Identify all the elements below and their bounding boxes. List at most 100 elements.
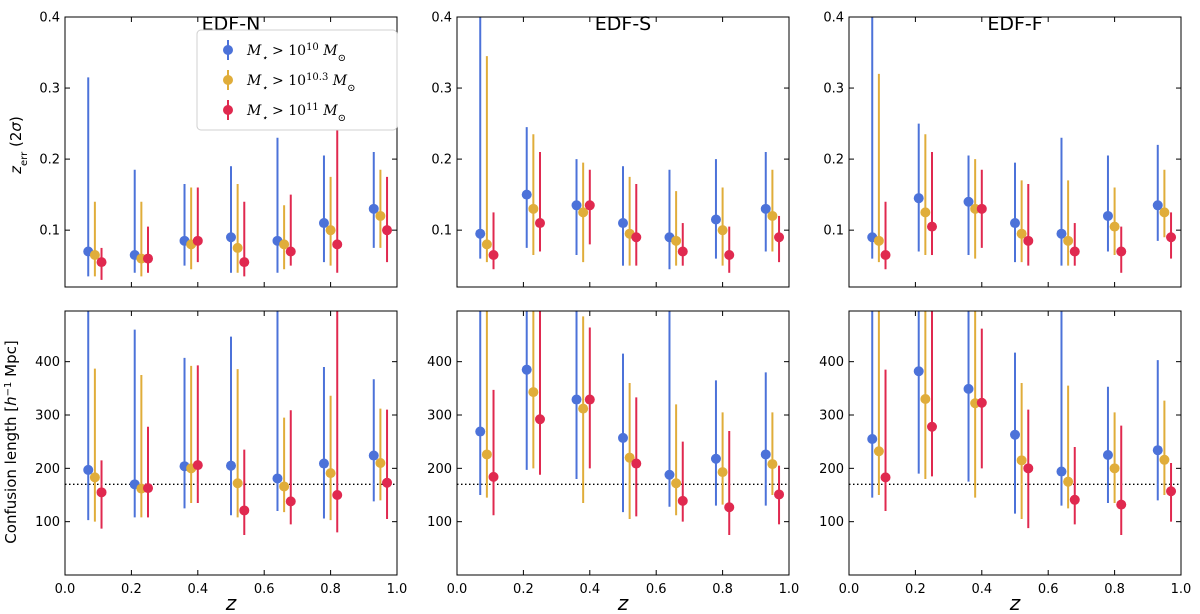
data-point-series-2 (325, 468, 336, 479)
data-point-series-2 (528, 203, 539, 214)
data-point-series-3 (535, 218, 545, 229)
x-tick-label: 0.4 (971, 582, 992, 597)
data-point-series-3 (1116, 499, 1127, 510)
legend-label: M⋆ > 1011 M⊙ (246, 102, 346, 124)
data-point-series-1 (83, 464, 94, 475)
legend-label: M⋆ > 1010 M⊙ (246, 42, 346, 64)
data-point-series-2 (1159, 454, 1170, 465)
data-point-series-2 (671, 478, 682, 489)
y-tick-label: 100 (819, 515, 844, 530)
data-point-series-3 (724, 502, 735, 513)
plot-area-edf-s-bottom (475, 311, 785, 535)
data-point-series-1 (475, 228, 486, 239)
data-point-series-2 (279, 481, 290, 492)
text-span: ⊙ (338, 113, 346, 124)
data-point-series-2 (717, 467, 728, 478)
data-point-series-3 (1166, 486, 1177, 497)
text-span: 10.3 (306, 72, 328, 83)
data-point-series-3 (631, 232, 642, 243)
data-point-series-2 (232, 478, 243, 489)
y-tick-label: 0.1 (431, 224, 452, 239)
data-point-series-3 (724, 250, 735, 261)
data-point-series-1 (867, 434, 878, 444)
data-point-series-2 (1159, 207, 1170, 218)
x-tick-label: 0.2 (121, 582, 142, 597)
y-tick-label: 300 (427, 409, 452, 424)
data-point-series-2 (767, 459, 778, 470)
legend: M⋆ > 1010 M⊙M⋆ > 1010.3 M⊙M⋆ > 1011 M⊙ (196, 29, 398, 131)
data-point-series-1 (963, 383, 974, 394)
text-span: (2 (7, 132, 25, 152)
data-point-series-2 (1016, 455, 1027, 466)
data-point-series-2 (578, 403, 589, 414)
y-tick-label: 0.2 (431, 153, 452, 168)
y-tick-label: 0.4 (39, 11, 60, 26)
bottom-ylabel: Confusion length [h−1 Mpc] (2, 340, 20, 543)
panel-frame (848, 310, 1182, 576)
data-point-series-2 (89, 250, 100, 261)
data-point-series-3 (1166, 232, 1177, 243)
y-tick-label: 0.3 (39, 82, 60, 97)
data-point-series-1 (913, 193, 924, 204)
panel-edf-f-bottom: 0.0 0.2 0.4 0.6 0.8 1.0 100 200 300 400 (819, 310, 1191, 597)
text-span: > 10 (268, 73, 306, 89)
data-point-series-1 (760, 449, 771, 460)
y-tick-label: 0.2 (823, 153, 844, 168)
data-point-series-1 (618, 432, 628, 443)
panel-frame (456, 16, 790, 288)
data-point-series-1 (760, 203, 771, 214)
data-point-series-2 (920, 207, 931, 218)
x-tick-label: 0.8 (1104, 582, 1125, 597)
text-span: σ (7, 122, 25, 132)
data-point-series-1 (475, 426, 486, 437)
data-point-series-2 (873, 235, 884, 246)
data-point-series-2 (767, 210, 778, 221)
data-point-series-1 (1102, 210, 1113, 221)
y-tick-label: 300 (819, 409, 844, 424)
panel-frame (64, 16, 398, 288)
legend-marker (223, 45, 233, 55)
data-point-series-3 (774, 489, 785, 500)
text-span: M (246, 103, 262, 119)
data-point-series-3 (976, 397, 987, 408)
y-tick-label: 0.2 (39, 153, 60, 168)
text-span: M (322, 43, 338, 59)
text-span: 11 (306, 102, 319, 113)
x-tick-label: 0.2 (905, 582, 926, 597)
data-point-series-1 (226, 232, 236, 243)
data-point-series-2 (578, 207, 589, 218)
data-point-series-3 (1116, 246, 1127, 257)
plot-area-edf-s-top (475, 17, 785, 273)
y-tick-label: 0.4 (823, 11, 844, 26)
data-point-series-1 (1152, 445, 1163, 456)
data-point-series-1 (618, 218, 628, 229)
data-point-series-2 (1063, 235, 1074, 246)
x-tick-label: 0.6 (254, 582, 275, 597)
data-point-series-2 (89, 472, 100, 483)
data-point-series-3 (1023, 463, 1034, 474)
plot-area-edf-f-top (867, 17, 1177, 273)
data-point-series-2 (528, 387, 539, 398)
text-span: 10 (306, 42, 319, 53)
text-span: z (7, 165, 25, 175)
data-point-series-3 (927, 421, 937, 432)
data-point-series-1 (521, 189, 532, 200)
legend-marker (223, 105, 233, 115)
data-point-series-1 (710, 214, 721, 225)
data-point-series-3 (631, 458, 642, 469)
y-tick-label: 0.3 (823, 82, 844, 97)
y-tick-label: 400 (427, 355, 452, 370)
panel-edf-n-bottom: 0.0 0.2 0.4 0.6 0.8 1.0 100 200 300 400 (35, 310, 407, 597)
text-span: ⊙ (347, 83, 355, 94)
data-point-series-2 (873, 446, 884, 457)
x-tick-label: 0.8 (712, 582, 733, 597)
top-ylabel: zerr (2σ) (7, 116, 30, 175)
text-span: ⊙ (338, 53, 346, 64)
text-span: −1 (3, 382, 14, 397)
data-point-series-3 (488, 471, 499, 482)
text-span: > 10 (268, 43, 306, 59)
data-point-series-2 (624, 452, 635, 463)
data-point-series-1 (1102, 450, 1113, 460)
plot-area-edf-n-bottom (83, 311, 393, 535)
